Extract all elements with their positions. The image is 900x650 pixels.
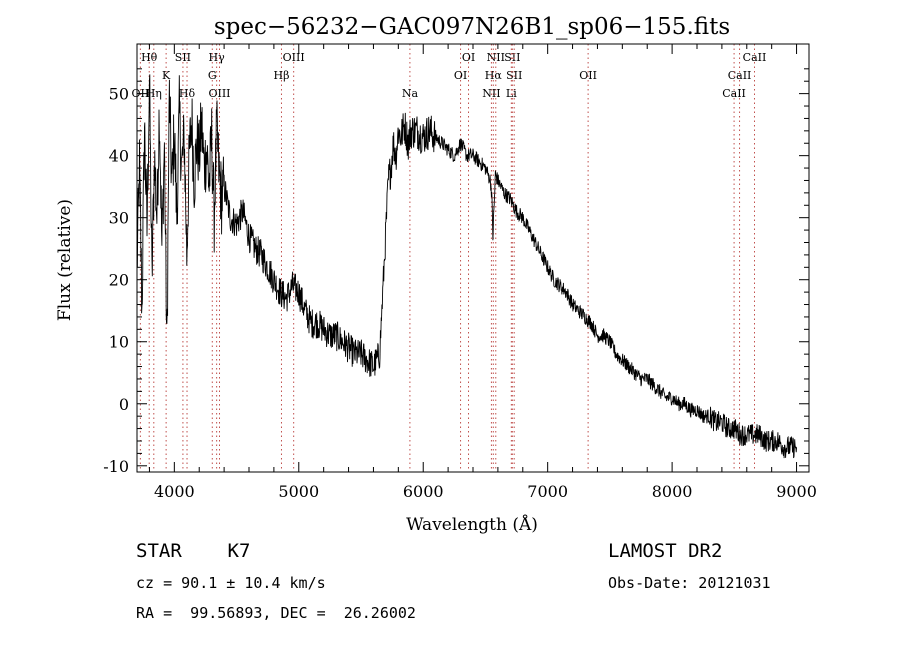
y-tick-label: 20 [109,271,129,290]
spectral-line-label: SII [504,51,520,64]
spectral-line-label: Li [506,87,517,100]
y-tick-label: 30 [109,209,129,228]
redshift-velocity: cz = 90.1 ± 10.4 km/s [136,574,326,592]
spectral-line-label: Hθ [141,51,158,64]
spectral-line-label: Hη [146,87,162,100]
y-tick-label: 50 [109,85,129,104]
spectral-line-label: K [162,69,171,82]
spectral-line-label: NII [487,51,505,64]
x-tick-label: 4000 [154,482,195,501]
y-tick-label: -10 [103,457,129,476]
y-tick-label: 0 [119,395,129,414]
spectral-line-label: OIII [283,51,305,64]
coordinates: RA = 99.56893, DEC = 26.26002 [136,604,416,622]
spectral-line-label: OI [454,69,467,82]
spectrum-series [136,74,798,459]
y-axis: -10 0 10 20 30 40 50 [103,68,809,476]
observation-date: Obs-Date: 20121031 [608,574,771,592]
x-axis: 4000 5000 6000 7000 8000 9000 [148,44,817,501]
spectral-line-label: SII [506,69,522,82]
spectral-line-label: Hδ [179,87,196,100]
spectral-line-label: CaII [743,51,767,64]
x-tick-label: 7000 [527,482,568,501]
x-tick-label: 8000 [652,482,693,501]
survey-name: LAMOST DR2 [608,540,723,562]
y-axis-label: Flux (relative) [55,199,75,321]
spectral-line-label: SII [175,51,191,64]
x-tick-label: 9000 [776,482,817,501]
y-tick-label: 40 [109,147,129,166]
object-class: STAR K7 [136,540,251,562]
spectral-line-label: OII [579,69,597,82]
spectral-line-label: OIII [208,87,230,100]
spectral-line-label: Hβ [274,69,290,82]
spectral-line-label: CaII [728,69,752,82]
chart-title: spec−56232−GAC097N26B1_sp06−155.fits [214,14,730,40]
spectrum-line [136,74,798,459]
y-tick-label: 10 [109,333,129,352]
x-tick-label: 6000 [403,482,444,501]
x-axis-label: Wavelength (Å) [406,514,538,535]
x-tick-label: 5000 [278,482,319,501]
spectral-line-label: G [208,69,217,82]
spectral-line-label: CaII [722,87,746,100]
spectral-line-label: OI [462,51,475,64]
plot-frame [136,43,810,473]
spectral-line-label: Na [402,87,419,100]
spectral-line-label: NII [482,87,500,100]
spectral-line-label: Hγ [209,51,226,64]
spectral-line-label: Hα [485,69,503,82]
